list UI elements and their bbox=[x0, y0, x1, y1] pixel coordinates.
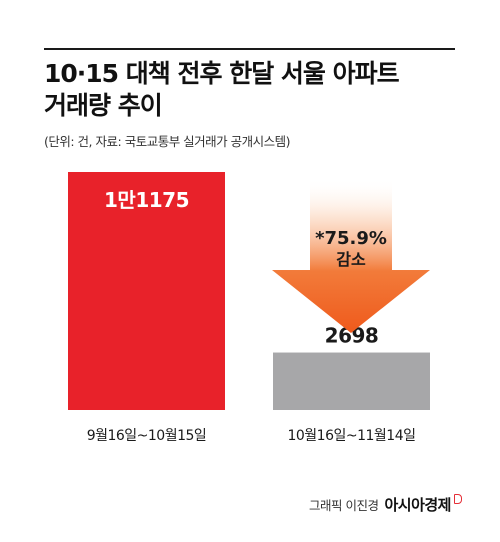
brand-logo: 아시아경제 bbox=[384, 496, 451, 514]
chart-title: 10·15 대책 전후 한달 서울 아파트 거래량 추이 bbox=[44, 58, 464, 122]
bar-1 bbox=[68, 172, 225, 410]
decrease-arrow bbox=[272, 178, 430, 333]
bar-2 bbox=[273, 352, 430, 410]
category-label-2: 10월16일~11월14일 bbox=[287, 428, 415, 444]
brand-mark-icon bbox=[454, 494, 462, 504]
annotation-percent: *75.9% bbox=[315, 228, 387, 249]
top-rule bbox=[44, 48, 455, 50]
title-line-2: 거래량 추이 bbox=[44, 91, 163, 120]
value-label-1: 1만1175 bbox=[104, 188, 189, 212]
title-line-1: 10·15 대책 전후 한달 서울 아파트 bbox=[44, 59, 400, 88]
annotation-decrease: 감소 bbox=[336, 250, 366, 269]
source-note: (단위: 건, 자료: 국토교통부 실거래가 공개시스템) bbox=[44, 134, 291, 149]
graphic-byline: 그래픽 이진경 bbox=[309, 498, 379, 513]
category-label-1: 9월16일~10월15일 bbox=[87, 428, 207, 444]
credit: 그래픽 이진경 아시아경제 bbox=[309, 494, 462, 515]
